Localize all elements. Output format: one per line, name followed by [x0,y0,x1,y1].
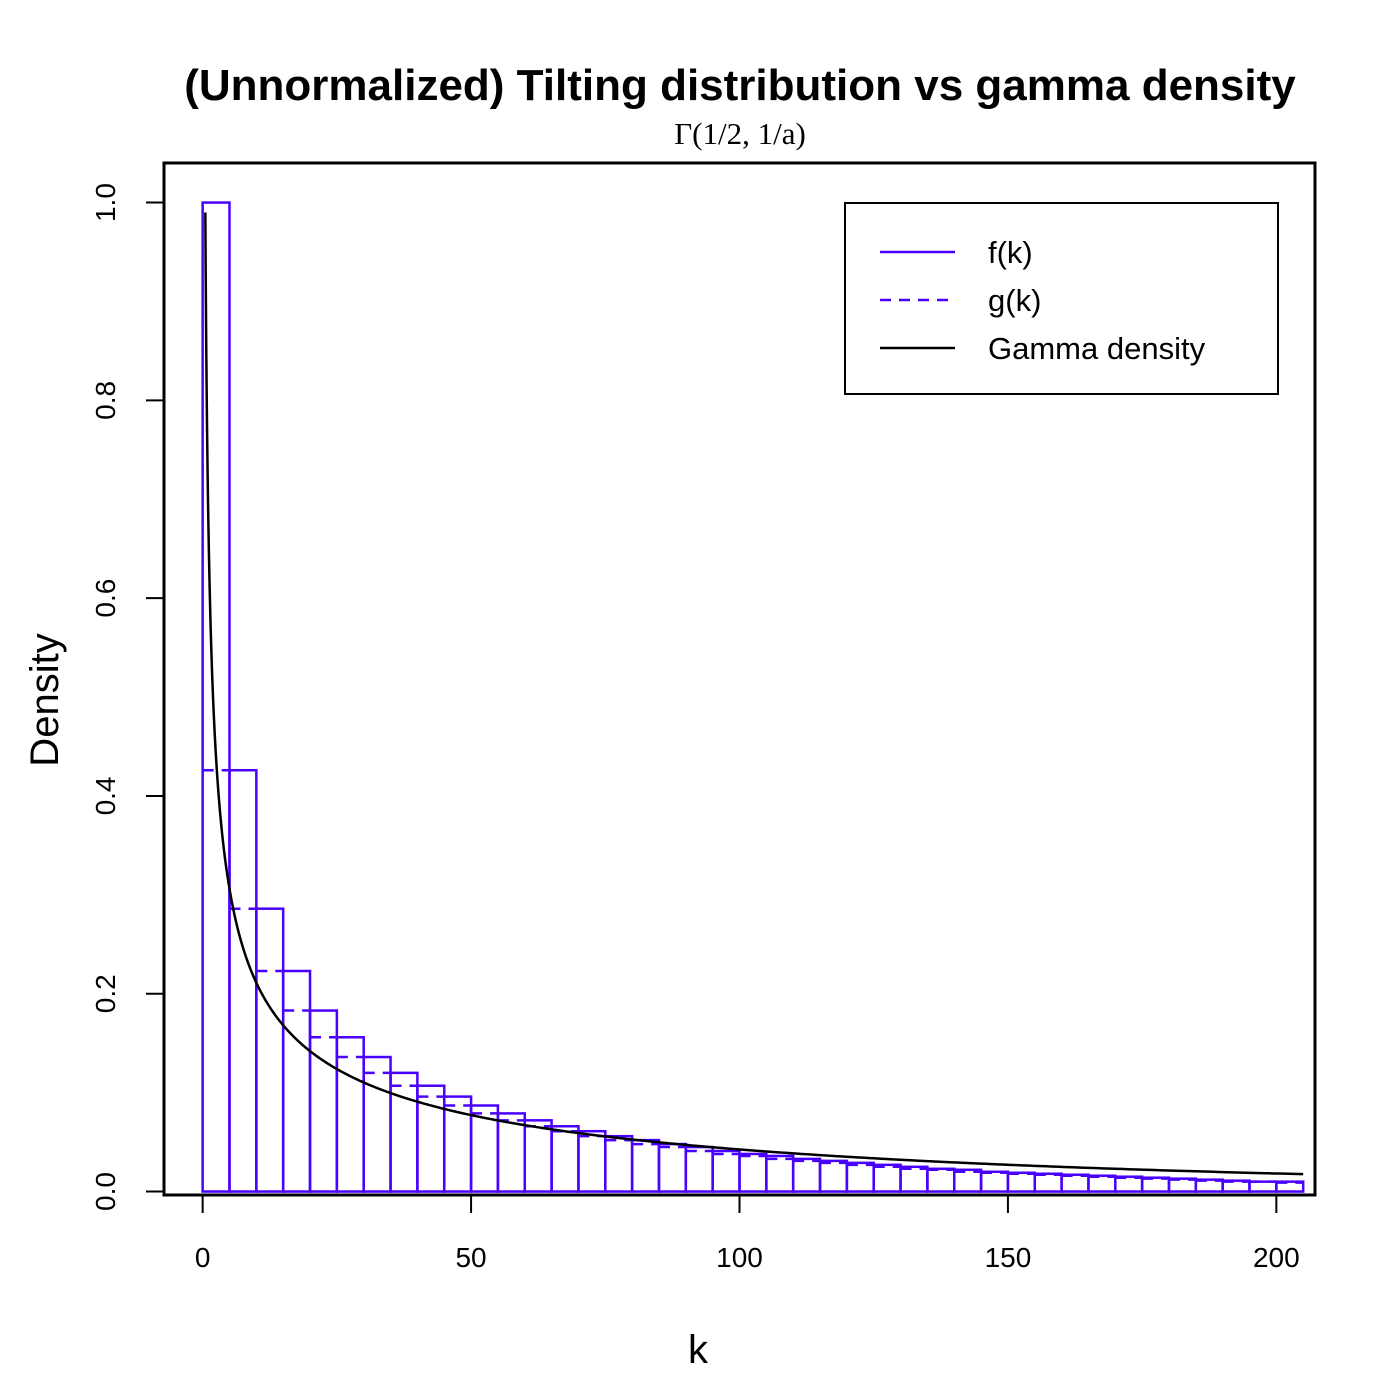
legend: f(k) g(k) Gamma density [844,202,1279,395]
f-bar [765,1154,795,1193]
f-bar [550,1125,580,1193]
x-tick-label: 200 [1253,1242,1300,1273]
f-bar [389,1071,419,1193]
legend-label-g: g(k) [988,283,1041,318]
x-axis: 0 50 100 150 200 [195,1194,1300,1273]
histogram-bars [201,201,1305,1193]
f-bar [335,1036,365,1193]
f-bar [281,969,312,1193]
x-tick-label: 150 [985,1242,1032,1273]
f-bar [791,1157,822,1193]
chart-subtitle: Γ(1/2, 1/a) [674,116,806,151]
f-bar [711,1149,741,1193]
x-tick-label: 0 [195,1242,211,1273]
f-bar [684,1145,714,1193]
x-tick-label: 100 [716,1242,763,1273]
y-tick-label: 1.0 [90,183,121,222]
f-bar [255,907,285,1193]
f-bar [845,1161,875,1193]
f-bar [899,1165,929,1193]
f-bar [979,1170,1010,1193]
f-bar [872,1163,902,1193]
y-tick-label: 0.4 [90,776,121,815]
g-series-dashes [202,768,1304,1184]
f-bar [1248,1180,1278,1193]
f-bar [657,1142,688,1193]
f-bar [1033,1172,1063,1193]
x-axis-title: k [688,1328,709,1372]
y-axis-title: Density [23,633,67,766]
y-tick-label: 0.2 [90,974,121,1013]
y-tick-label: 0.0 [90,1172,121,1211]
legend-label-gamma: Gamma density [988,331,1206,366]
legend-label-f: f(k) [988,235,1033,270]
gamma-density-curve [204,212,1304,1176]
legend-box [844,202,1279,395]
f-bar [362,1055,392,1193]
y-axis: 0.0 0.2 0.4 0.6 0.8 1.0 [90,183,165,1211]
x-tick-label: 50 [455,1242,486,1273]
f-bar [577,1129,607,1193]
f-bar [1060,1173,1090,1193]
f-bar [952,1168,983,1193]
f-bar [1006,1171,1037,1193]
y-tick-label: 0.8 [90,381,121,420]
f-bar [523,1119,553,1193]
f-bar [738,1152,768,1193]
f-bar [630,1138,661,1193]
f-bar [818,1159,849,1193]
f-bar [1087,1174,1117,1193]
f-bar [926,1167,956,1193]
f-bar [604,1134,634,1193]
f-bar [201,201,231,1193]
chart-title: (Unnormalized) Tilting distribution vs g… [184,61,1296,110]
y-tick-label: 0.6 [90,579,121,618]
f-bar [228,768,258,1193]
f-bar [1275,1180,1305,1193]
